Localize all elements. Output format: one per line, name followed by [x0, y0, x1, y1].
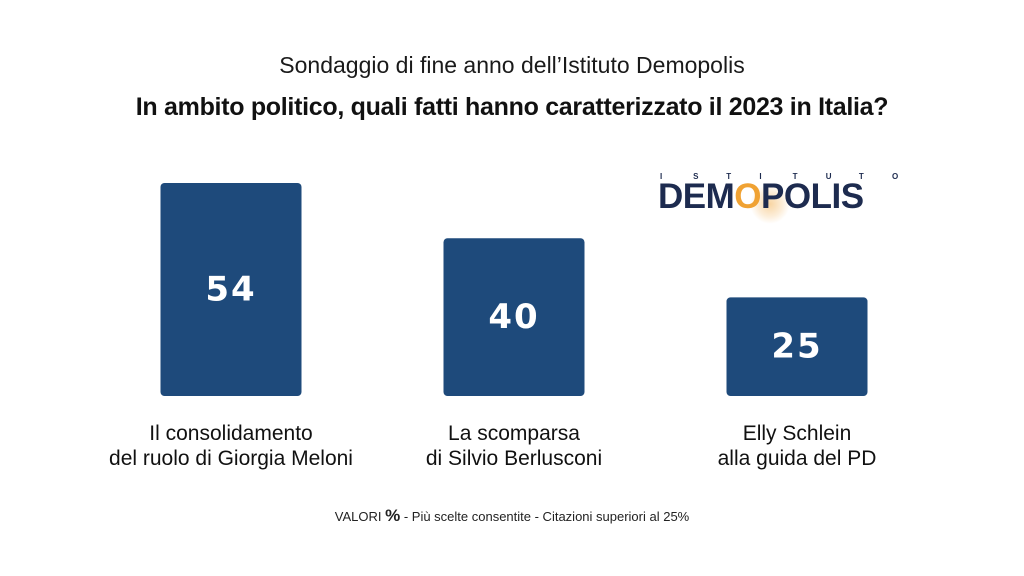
category-label-line: del ruolo di Giorgia Meloni [109, 447, 353, 470]
logo-tagline-letter: I [660, 172, 663, 181]
category-label-line: alla guida del PD [717, 447, 877, 470]
logo-sun-glow [750, 184, 790, 224]
chart-title: In ambito politico, quali fatti hanno ca… [135, 93, 889, 121]
category-label-line: La scomparsa [448, 422, 580, 445]
logo-tagline-letter: S [693, 172, 699, 181]
category-label-line: Il consolidamento [149, 422, 313, 445]
logo-tagline-letter: T [792, 172, 798, 181]
bar [443, 238, 585, 396]
logo-tagline-letter: T [858, 172, 864, 181]
bar [726, 297, 868, 396]
category-label-line: di Silvio Berlusconi [425, 447, 603, 470]
footnote-unit: % [385, 506, 401, 525]
category-label-line: Elly Schlein [742, 422, 852, 445]
logo-tagline-letter: T [726, 172, 732, 181]
chart-subtitle: Sondaggio di fine anno dell’Istituto Dem… [279, 52, 745, 78]
category-label: Elly Schlein alla guida del PD [647, 421, 947, 471]
logo-wordmark-part: POLIS [761, 177, 864, 216]
bar-value-label: 40 [488, 297, 539, 337]
logo-wordmark-part: DEM [658, 177, 735, 216]
logo-tagline-letter: U [825, 172, 832, 181]
footnote-text: - Più scelte consentite - Citazioni supe… [403, 509, 690, 524]
bar [160, 183, 302, 396]
bar-value-label: 54 [205, 270, 256, 310]
logo-wordmark: DEMOPOLIS [658, 177, 864, 217]
footnote: VALORI % - Più scelte consentite - Citaz… [0, 506, 1024, 526]
logo-tagline-letter: O [892, 172, 899, 181]
logo-wordmark-accent: O [734, 177, 762, 216]
logo-tagline-letter: I [759, 172, 762, 181]
footnote-prefix: VALORI [334, 509, 382, 524]
bar-value-label: 25 [771, 327, 822, 367]
category-label: La scomparsa di Silvio Berlusconi [364, 421, 664, 471]
category-label: Il consolidamento del ruolo di Giorgia Me… [81, 421, 381, 471]
